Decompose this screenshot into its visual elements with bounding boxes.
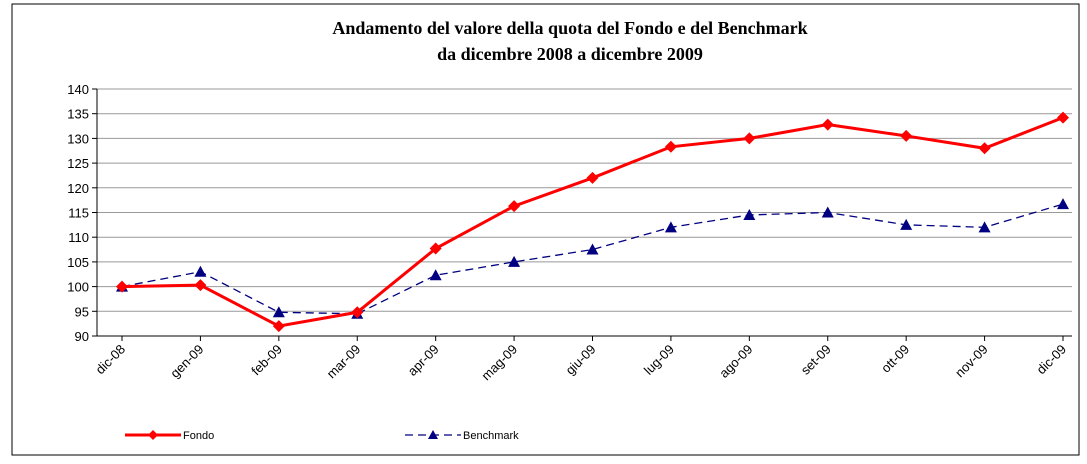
- data-point: [429, 242, 442, 255]
- data-point: [821, 206, 834, 218]
- y-tick-label: 125: [67, 156, 89, 171]
- data-point: [429, 269, 442, 281]
- y-tick-label: 100: [67, 280, 89, 295]
- y-tick-label: 105: [67, 255, 89, 270]
- y-tick-label: 115: [68, 206, 89, 221]
- data-point: [116, 280, 128, 293]
- legend-label: Fondo: [183, 430, 214, 442]
- data-point: [664, 221, 677, 233]
- legend-marker: [428, 430, 438, 439]
- data-point: [743, 208, 756, 220]
- data-point: [194, 265, 207, 277]
- y-tick-label: 95: [75, 304, 89, 319]
- data-point: [821, 118, 834, 131]
- data-point: [508, 255, 521, 267]
- data-point: [272, 306, 285, 318]
- y-tick-label: 135: [67, 107, 89, 122]
- data-point: [743, 132, 756, 145]
- data-point: [664, 140, 677, 153]
- data-point: [586, 243, 599, 255]
- data-point: [272, 320, 285, 333]
- chart-frame: [11, 3, 1080, 456]
- data-point: [586, 171, 599, 184]
- data-point: [900, 218, 913, 230]
- chart-subtitle: da dicembre 2008 a dicembre 2009: [437, 44, 703, 64]
- data-point: [1057, 198, 1069, 210]
- data-point: [978, 221, 991, 233]
- legend-label: Benchmark: [463, 430, 519, 442]
- data-point: [1057, 111, 1069, 124]
- data-point: [900, 129, 913, 142]
- y-tick-label: 110: [68, 230, 89, 245]
- data-point: [194, 279, 207, 292]
- y-tick-label: 120: [67, 181, 89, 196]
- legend-marker: [148, 430, 158, 440]
- data-point: [351, 306, 364, 319]
- data-point: [978, 142, 991, 155]
- data-point: [508, 200, 521, 213]
- y-tick-label: 90: [75, 329, 89, 344]
- y-tick-label: 140: [67, 82, 89, 97]
- chart-title: Andamento del valore della quota del Fon…: [332, 18, 807, 38]
- y-tick-label: 130: [67, 131, 89, 146]
